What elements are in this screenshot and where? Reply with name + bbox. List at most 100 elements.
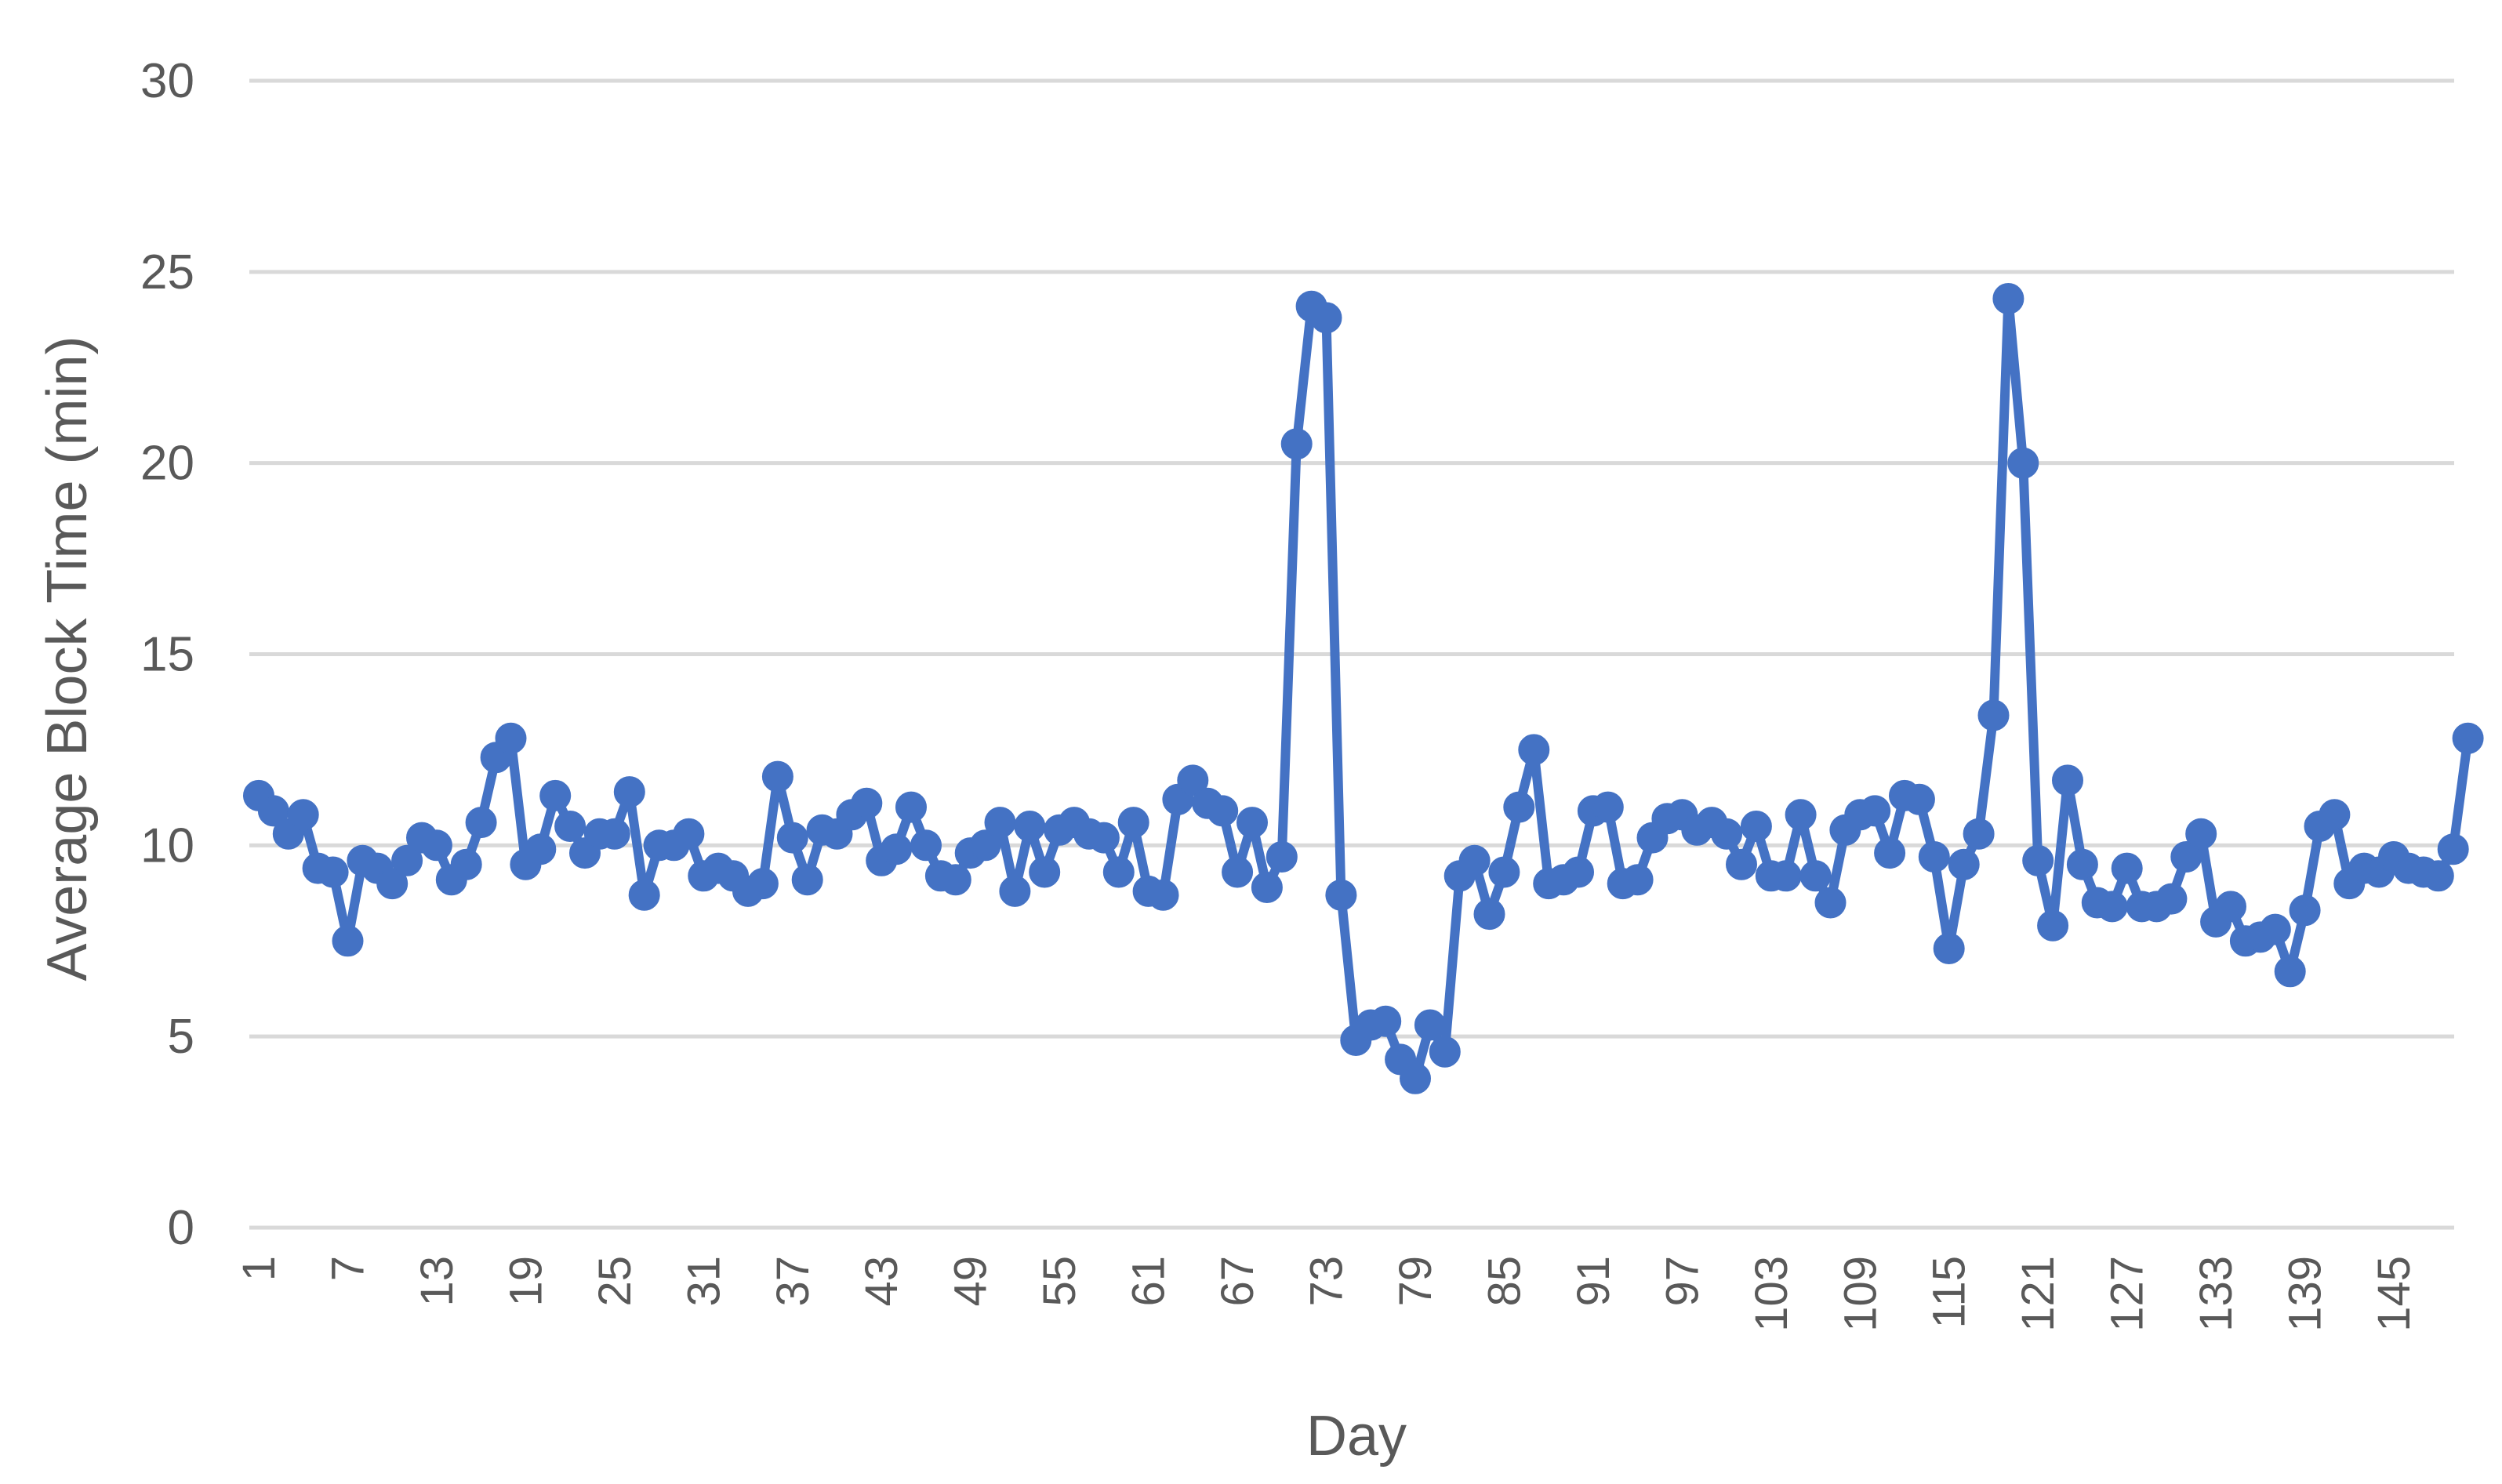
data-point [1414,1009,1446,1041]
x-tick-label: 19 [500,1256,551,1307]
data-point [1177,764,1209,796]
data-point [391,844,423,876]
data-point [1948,848,1980,880]
x-tick-label: 97 [1657,1256,1708,1307]
x-tick-label: 13 [412,1256,463,1307]
data-point [1918,841,1950,873]
data-point [1592,791,1624,823]
data-point [1903,783,1935,815]
data-point [1799,860,1832,892]
data-point [1963,818,1995,850]
data-point [554,811,586,842]
x-tick-label: 127 [2102,1256,2153,1332]
x-tick-label: 7 [322,1256,373,1281]
series-line [254,294,2473,1083]
x-tick-label: 31 [678,1256,729,1307]
data-point [2452,722,2484,754]
y-tick-label: 0 [168,1201,194,1255]
data-point [1266,841,1298,873]
y-tick-label: 25 [140,245,194,299]
data-point [999,875,1031,907]
data-point [1147,879,1179,911]
y-tick-label: 10 [140,818,194,873]
data-point [1814,887,1847,919]
data-point [851,787,883,819]
data-point [2185,818,2217,850]
data-point [2170,841,2202,873]
data-point [1029,856,1061,888]
x-tick-label: 103 [1746,1256,1797,1332]
data-point [1785,799,1817,831]
data-point [2096,891,2128,923]
data-point [465,807,497,839]
data-point [2052,764,2083,796]
data-point [1325,879,1357,911]
y-tick-label: 30 [140,54,194,108]
data-point [539,779,572,811]
data-point [1621,864,1654,896]
data-point [495,722,527,754]
data-point [287,799,319,831]
data-point [881,833,913,865]
y-axis-ticks: 0 5 10 15 20 25 30 [140,54,194,1255]
data-point [613,776,645,808]
data-point [1088,822,1120,854]
data-point [2111,852,2143,884]
data-point [525,833,557,865]
x-tick-label: 85 [1479,1256,1530,1307]
data-point [2022,844,2054,876]
data-point [1429,1036,1461,1068]
data-point [1014,811,1046,842]
data-point [628,879,660,911]
data-point [1740,811,1772,842]
data-point [1933,933,1965,964]
y-tick-label: 15 [140,628,194,682]
data-point [317,856,349,888]
data-point [1310,302,1342,334]
data-point [746,868,779,900]
data-point [1102,856,1135,888]
data-point [1117,807,1149,839]
data-point [1503,791,1535,823]
data-point [1251,872,1283,903]
data-point [2274,956,2306,988]
data-point [1977,699,2010,731]
data-point [376,868,409,900]
data-point [791,864,823,896]
data-point [1726,848,1757,880]
x-tick-label: 67 [1212,1256,1263,1307]
x-tick-label: 115 [1924,1256,1975,1328]
x-tick-label: 121 [2013,1256,2064,1332]
x-tick-label: 25 [590,1256,641,1307]
x-tick-label: 109 [1835,1256,1886,1332]
data-point [1458,844,1491,876]
x-tick-label: 43 [856,1256,907,1307]
x-tick-label: 49 [946,1256,997,1307]
x-tick-label: 133 [2191,1256,2242,1332]
data-point [939,864,971,896]
data-point [673,818,705,850]
x-tick-label: 79 [1390,1256,1441,1307]
data-point [761,760,793,793]
data-point [1563,856,1594,888]
series [243,283,2484,1094]
x-tick-label: 145 [2369,1256,2420,1332]
data-point [2007,447,2039,479]
data-point [910,829,942,862]
data-point [1518,734,1550,766]
data-point [2289,894,2321,927]
data-point [1488,856,1520,888]
data-point [776,822,808,854]
data-point [2066,848,2098,880]
y-tick-label: 5 [168,1010,194,1064]
data-point [598,818,630,850]
data-point [1207,795,1239,827]
data-point [969,829,1001,862]
data-point [2259,913,2291,945]
data-point [332,925,364,957]
data-point [1473,898,1505,931]
x-tick-label: 37 [768,1256,819,1307]
data-point [1874,837,1906,869]
